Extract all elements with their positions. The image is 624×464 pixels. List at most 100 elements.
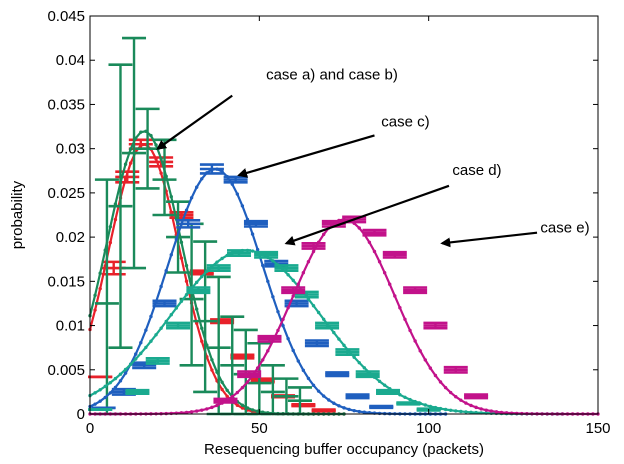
series-2-point bbox=[220, 380, 224, 384]
series-1-point bbox=[235, 403, 240, 407]
series-1-point bbox=[128, 161, 133, 165]
series-1-error-bar bbox=[250, 377, 275, 384]
series-2-point bbox=[128, 147, 133, 151]
series-3-point bbox=[139, 341, 143, 345]
series-3-point bbox=[103, 395, 107, 400]
series-5-point bbox=[372, 249, 377, 254]
series-3-point bbox=[169, 253, 173, 257]
series-5-point bbox=[479, 407, 483, 411]
series-5-point bbox=[169, 411, 173, 416]
series-4-point bbox=[454, 409, 458, 413]
series-5-point bbox=[489, 409, 494, 413]
series-3-point bbox=[93, 402, 97, 406]
series-4-error-bar bbox=[315, 321, 340, 330]
series-5-point bbox=[194, 409, 199, 413]
series-2-point bbox=[169, 195, 173, 199]
series-5-point bbox=[210, 405, 214, 410]
annotation-1: case a) and case b) bbox=[156, 67, 398, 150]
series-1-point bbox=[225, 394, 229, 398]
series-1-error-bar bbox=[311, 408, 336, 413]
x-tick-label: 0 bbox=[86, 420, 94, 437]
series-3-point bbox=[118, 379, 123, 383]
series-2-point bbox=[200, 326, 204, 330]
y-tick-label: 0.02 bbox=[56, 229, 85, 246]
series-5-point bbox=[200, 408, 204, 412]
series-2-point bbox=[149, 133, 153, 138]
series-3-point bbox=[174, 237, 179, 241]
series-4-point bbox=[149, 339, 153, 343]
series-5-point bbox=[469, 403, 473, 408]
series-5-error-bar bbox=[301, 242, 326, 250]
series-5-error-bar bbox=[403, 286, 428, 295]
series-3-point bbox=[108, 391, 113, 395]
y-tick-label: 0.04 bbox=[56, 52, 85, 69]
series-4-point bbox=[382, 383, 387, 387]
series-5-point bbox=[459, 398, 463, 402]
series-1-error-bar bbox=[291, 402, 316, 408]
series-5-point bbox=[357, 226, 361, 230]
series-4-error-bar bbox=[355, 370, 380, 379]
series-3-error-bar bbox=[152, 299, 177, 308]
series-4-point bbox=[443, 407, 448, 412]
series-5-error-bar bbox=[464, 393, 489, 400]
series-3-error-bar bbox=[345, 393, 370, 400]
series-3-point bbox=[352, 408, 356, 413]
series-3-point bbox=[286, 336, 290, 341]
series-5-point bbox=[398, 306, 402, 310]
series-4-point bbox=[271, 259, 275, 263]
series-2-error-bar bbox=[152, 138, 177, 217]
series-5-point bbox=[382, 271, 387, 275]
series-4-point bbox=[174, 306, 179, 310]
y-tick-label: 0.035 bbox=[47, 96, 85, 113]
series-5-point bbox=[306, 260, 311, 264]
series-4-point bbox=[408, 397, 412, 402]
series-5-point bbox=[448, 390, 453, 395]
series-3-point bbox=[266, 279, 270, 283]
series-3-point bbox=[240, 204, 245, 208]
series-4-point bbox=[134, 357, 138, 361]
series-3-point bbox=[123, 371, 128, 375]
series-4-error-bar bbox=[335, 348, 360, 357]
series-1-point bbox=[220, 387, 224, 392]
series-5-point bbox=[311, 249, 316, 254]
series-4-point bbox=[342, 343, 346, 348]
series-5-point bbox=[321, 232, 326, 237]
series-3-point bbox=[134, 352, 138, 356]
axes-box bbox=[89, 15, 599, 415]
series-2-point bbox=[139, 130, 143, 134]
annotation-label: case e) bbox=[540, 220, 589, 237]
series-4-point bbox=[169, 313, 173, 317]
series-5-point bbox=[418, 349, 422, 353]
y-tick-label: 0.03 bbox=[56, 141, 85, 158]
series-4-error-bar bbox=[145, 356, 170, 365]
series-5-point bbox=[367, 240, 372, 244]
series-5-point bbox=[261, 358, 265, 362]
series-4-error-bar bbox=[396, 401, 421, 406]
series-3-point bbox=[276, 309, 280, 314]
series-3-error-bar bbox=[223, 175, 248, 184]
series-3-point bbox=[235, 192, 240, 196]
series-4-error-bar bbox=[186, 286, 211, 295]
series-5-point bbox=[484, 408, 488, 412]
series-3-point bbox=[261, 263, 265, 268]
series-4-point bbox=[103, 384, 107, 389]
y-axis-label: probability bbox=[9, 180, 26, 249]
series-4-error-bar bbox=[206, 264, 231, 273]
series-5-error-bar bbox=[443, 365, 468, 374]
series-5-error-bar bbox=[213, 397, 238, 404]
series-5-point bbox=[205, 407, 209, 411]
series-4-point bbox=[352, 355, 356, 359]
series-5-point bbox=[255, 366, 260, 370]
series-1-point bbox=[93, 308, 97, 312]
series-5-point bbox=[443, 385, 448, 390]
x-tick-label: 100 bbox=[416, 420, 441, 437]
series-5-point bbox=[296, 282, 300, 286]
series-3-point bbox=[250, 232, 255, 236]
series-4-point bbox=[321, 317, 326, 321]
series-4-point bbox=[93, 391, 97, 395]
series-1-error-bar bbox=[230, 353, 255, 360]
series-4-error-bar bbox=[376, 388, 401, 395]
series-5-error-bar bbox=[257, 334, 282, 343]
series-3-point bbox=[271, 295, 275, 299]
